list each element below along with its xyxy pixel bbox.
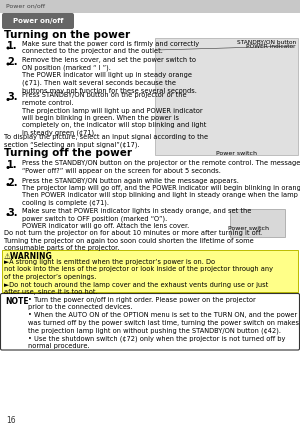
Circle shape — [7, 63, 9, 65]
Circle shape — [7, 47, 9, 49]
Text: Power on/off: Power on/off — [13, 18, 63, 24]
Text: Do not turn the projector on for about 10 minutes or more after turning it off.
: Do not turn the projector on for about 1… — [4, 230, 262, 251]
Text: 3.: 3. — [7, 207, 17, 218]
Text: Press the STANDBY/ON button on the projector or the remote control. The message
: Press the STANDBY/ON button on the proje… — [22, 161, 300, 174]
Text: Power on/off: Power on/off — [6, 4, 45, 9]
Text: Turning off the power: Turning off the power — [4, 149, 132, 158]
Text: 3.: 3. — [7, 92, 17, 103]
Circle shape — [7, 184, 9, 185]
Text: POWER indicator: POWER indicator — [247, 44, 296, 49]
Text: STANDBY/ON button: STANDBY/ON button — [237, 39, 296, 44]
Text: Power switch: Power switch — [215, 151, 256, 156]
FancyBboxPatch shape — [155, 38, 298, 155]
FancyBboxPatch shape — [2, 13, 74, 29]
FancyBboxPatch shape — [1, 294, 299, 350]
Text: Press STANDBY/ON button on the projector or the
remote control.
The projection l: Press STANDBY/ON button on the projector… — [22, 92, 206, 136]
Circle shape — [7, 99, 9, 100]
Text: 1.: 1. — [7, 41, 17, 51]
Text: ⚠WARNING: ⚠WARNING — [4, 252, 53, 261]
Text: To display the picture, select an input signal according to the
section “Selecti: To display the picture, select an input … — [4, 135, 208, 149]
Text: ►A strong light is emitted when the projector’s power is on. Do
not look into th: ►A strong light is emitted when the proj… — [4, 259, 273, 295]
Text: NOTE: NOTE — [5, 297, 28, 306]
Text: Remove the lens cover, and set the power switch to
ON position (marked “ I ”).
T: Remove the lens cover, and set the power… — [22, 57, 197, 94]
FancyBboxPatch shape — [0, 0, 300, 13]
Text: 2.: 2. — [7, 178, 17, 187]
Text: Press the STANDBY/ON button again while the message appears.
The projector lamp : Press the STANDBY/ON button again while … — [22, 178, 300, 207]
Text: Make sure that the power cord is firmly and correctly
connected to the projector: Make sure that the power cord is firmly … — [22, 41, 199, 55]
Text: 1.: 1. — [7, 161, 17, 170]
Text: Power switch: Power switch — [227, 226, 268, 231]
FancyBboxPatch shape — [2, 250, 298, 292]
Circle shape — [7, 214, 9, 215]
Text: 16: 16 — [6, 416, 16, 425]
Text: • Turn the power on/off in right order. Please power on the projector
prior to t: • Turn the power on/off in right order. … — [28, 297, 299, 349]
Text: Turning on the power: Turning on the power — [4, 30, 130, 40]
Text: Make sure that POWER indicator lights in steady orange, and set the
power switch: Make sure that POWER indicator lights in… — [22, 207, 251, 229]
FancyBboxPatch shape — [230, 208, 285, 236]
Circle shape — [7, 167, 9, 168]
Text: 2.: 2. — [7, 57, 17, 67]
